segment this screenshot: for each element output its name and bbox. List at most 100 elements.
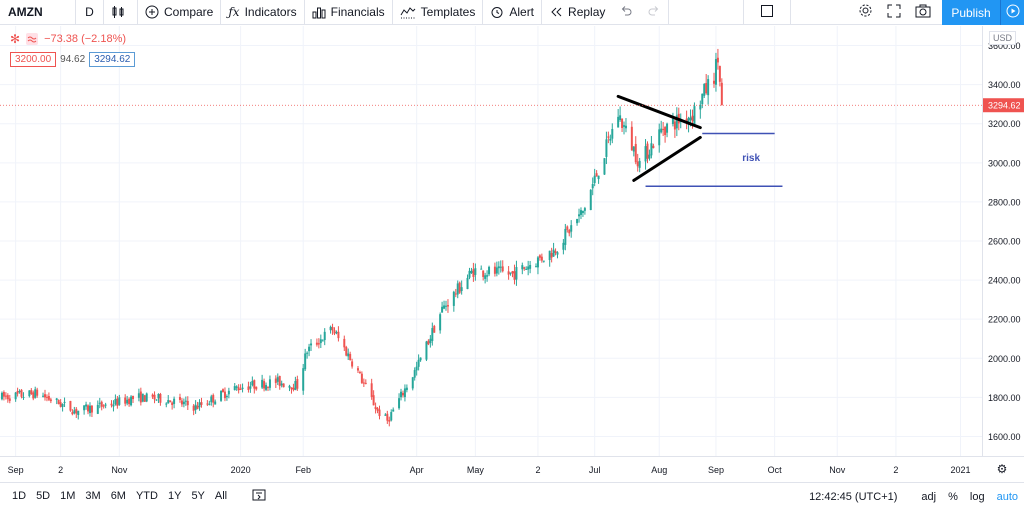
alert-button[interactable]: Alert	[483, 0, 543, 25]
y-tick-label: 2800.00	[988, 197, 1021, 207]
percent-toggle[interactable]: %	[948, 490, 958, 503]
candle-body	[636, 161, 639, 167]
candle-body	[49, 399, 52, 402]
clock-time[interactable]: 12:42:45 (UTC+1)	[809, 490, 898, 503]
candle-body	[268, 379, 271, 388]
ask-pill[interactable]: 3294.62	[89, 52, 136, 67]
candle-body	[509, 272, 512, 274]
candle-body	[302, 368, 305, 391]
triangle-upper-line[interactable]	[616, 94, 702, 130]
candle-body	[480, 268, 483, 270]
candle-body	[646, 143, 649, 159]
candle-body	[427, 340, 430, 345]
fx-icon: ƒx	[228, 5, 240, 19]
candle-body	[335, 332, 338, 334]
chart-style-button[interactable]	[104, 0, 138, 25]
replay-button[interactable]: Replay	[542, 0, 612, 25]
candle-body	[419, 357, 422, 361]
bid-pill[interactable]: 3200.00	[10, 52, 57, 67]
range-button-5y[interactable]: 5Y	[191, 490, 205, 502]
indicators-button[interactable]: ƒx Indicators	[221, 0, 305, 25]
range-button-1m[interactable]: 1M	[60, 490, 76, 502]
candle-body	[145, 393, 148, 402]
candle-body	[184, 400, 187, 402]
range-button-1d[interactable]: 1D	[12, 490, 27, 502]
candle-body	[141, 393, 144, 402]
candle-body	[460, 287, 463, 292]
legend-change: −73.38 (−2.18%)	[44, 33, 127, 45]
candle-body	[126, 399, 129, 404]
interval-button[interactable]: D	[76, 0, 104, 25]
adj-toggle[interactable]: adj	[921, 490, 937, 503]
bottom-toolbar: 1D 5D 1M 3M 6M YTD 1Y 5Y All 12:42:45 (UTC+1) ad…	[0, 482, 1024, 509]
candle-body	[171, 402, 174, 405]
candles-icon	[111, 5, 125, 19]
candle-body	[484, 275, 487, 279]
candle-body	[192, 405, 195, 411]
settings-button[interactable]	[851, 0, 880, 25]
publish-button[interactable]: Publish	[942, 0, 1000, 25]
triangle-lower-line[interactable]	[632, 135, 702, 182]
candle-body	[552, 249, 555, 257]
wave-badge-icon[interactable]	[26, 33, 39, 45]
candle-body	[69, 400, 72, 411]
risk-text-annotation[interactable]: risk	[742, 153, 760, 164]
candle-body	[315, 342, 318, 345]
candle-body	[200, 402, 203, 405]
y-tick-label: 2600.00	[988, 237, 1021, 247]
candle-body	[445, 305, 448, 307]
undo-button[interactable]	[612, 0, 640, 25]
candle-body	[331, 327, 334, 331]
calendar-range-icon[interactable]	[252, 489, 266, 504]
fullscreen-button[interactable]	[880, 0, 908, 25]
candle-body	[247, 386, 250, 390]
candle-body	[178, 397, 181, 400]
templates-button[interactable]: Templates	[393, 0, 484, 25]
candle-body	[713, 80, 716, 84]
candle-body	[589, 189, 592, 211]
candle-body	[153, 394, 156, 400]
layout-button[interactable]	[743, 0, 791, 25]
candle-body	[564, 228, 567, 245]
candle-body	[458, 282, 461, 293]
candle-body	[714, 59, 717, 85]
range-button-5d[interactable]: 5D	[36, 490, 51, 502]
compare-button[interactable]: Compare	[138, 0, 222, 25]
financials-button[interactable]: Financials	[305, 0, 393, 25]
time-axis: Sep 2 Nov 2020 Feb Apr May 2 Jul Aug Sep Oct Nov 2 202…	[0, 456, 1024, 476]
candle-body	[431, 328, 434, 341]
candle-body	[707, 79, 710, 96]
candle-body	[266, 386, 269, 388]
price-chart[interactable]: risk 1600.00 1800.00 2000.00 2200.00 2400.00…	[0, 26, 1024, 482]
candle-body	[241, 387, 244, 389]
snapshot-button[interactable]	[908, 0, 938, 25]
asterisk-icon: ✻	[10, 32, 21, 46]
candle-body	[249, 386, 252, 389]
range-button-3m[interactable]: 3M	[85, 490, 101, 502]
candle-body	[687, 118, 690, 125]
candle-body	[47, 396, 50, 400]
range-button-ytd[interactable]: YTD	[135, 490, 158, 502]
redo-button[interactable]	[640, 0, 670, 25]
financials-label: Financials	[330, 5, 385, 19]
candle-body	[400, 391, 403, 398]
candle-body	[673, 121, 676, 130]
range-button-all[interactable]: All	[214, 490, 228, 502]
symbol-search-button[interactable]: AMZN	[0, 0, 76, 25]
range-button-6m[interactable]: 6M	[110, 490, 126, 502]
currency-badge[interactable]: USD	[988, 31, 1016, 45]
range-button-1y[interactable]: 1Y	[167, 490, 182, 502]
candle-body	[167, 400, 170, 404]
candle-body	[446, 305, 449, 307]
candle-body	[356, 368, 359, 371]
publish-menu-button[interactable]	[1000, 0, 1024, 25]
axis-settings-icon[interactable]: ⚙	[997, 462, 1008, 476]
auto-toggle[interactable]: auto	[996, 490, 1018, 503]
templates-label: Templates	[420, 5, 476, 19]
play-circle-icon	[1006, 4, 1020, 21]
log-toggle[interactable]: log	[969, 490, 985, 503]
candle-body	[523, 267, 526, 269]
x-tick-label: 2	[58, 465, 63, 475]
candle-body	[486, 275, 489, 277]
candle-body	[466, 277, 469, 290]
